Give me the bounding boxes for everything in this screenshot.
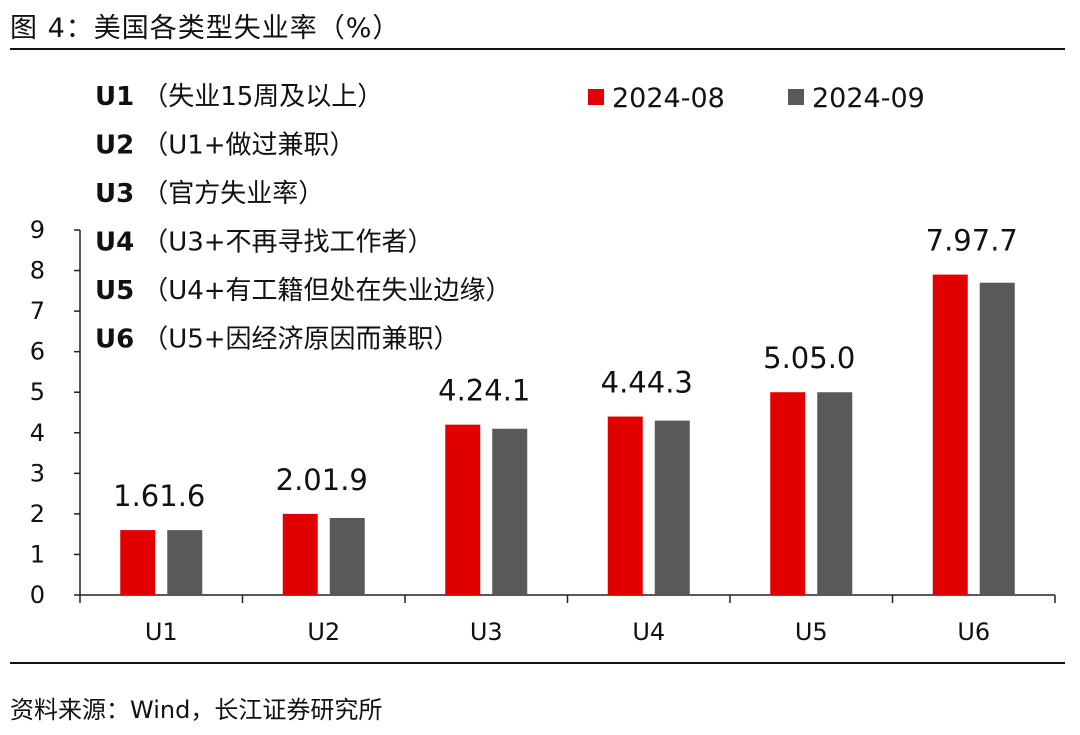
data-label: 7.7 [972,224,1018,258]
bar-u5-2024-08 [770,392,806,595]
data-label: 5.0 [763,341,809,375]
bar-u5-2024-09 [817,392,853,595]
y-tick-label: 8 [30,257,45,285]
data-label: 5.0 [809,341,855,375]
annotation-u1: U1 （失业15周及以上） [95,82,383,112]
bar-u6-2024-08 [932,274,968,595]
y-tick-label: 1 [30,540,45,568]
bar-u4-2024-08 [607,416,643,595]
data-label: 4.3 [647,366,693,400]
bottom-rule [10,662,1065,664]
annotation-code: U6 [95,325,134,355]
annotation-code: U3 [95,179,134,209]
bar-u2-2024-08 [282,513,318,595]
annotation-desc: （U5+因经济原因而兼职） [142,325,459,355]
data-label: 1.6 [159,479,205,513]
data-label: 7.9 [926,224,972,258]
data-label: 1.9 [322,463,368,497]
x-tick-label: U3 [470,618,503,646]
annotation-desc: （U3+不再寻找工作者） [142,228,433,258]
annotation-code: U4 [95,228,134,258]
bar-u3-2024-09 [492,428,528,595]
annotation-desc: （U4+有工籍但处在失业边缘） [142,276,511,306]
annotation-code: U5 [95,276,134,306]
annotation-u3: U3 （官方失业率） [95,179,324,209]
annotation-desc: （官方失业率） [142,179,324,209]
legend-swatch-2024-08 [588,89,604,105]
y-tick-label: 6 [30,338,45,366]
top-rule [10,48,1065,50]
y-tick-label: 5 [30,378,45,406]
bar-u2-2024-09 [329,517,365,595]
data-label: 2.0 [276,463,322,497]
y-tick-label: 0 [30,581,45,609]
annotation-u2: U2 （U1+做过兼职） [95,131,356,161]
source-note: 资料来源：Wind，长江证券研究所 [10,696,383,724]
annotation-desc: （失业15周及以上） [142,82,383,112]
bar-u4-2024-09 [654,420,690,595]
bar-u1-2024-09 [167,530,203,595]
x-tick-label: U2 [307,618,340,646]
annotation-desc: （U1+做过兼职） [142,131,355,161]
annotation-u4: U4 （U3+不再寻找工作者） [95,228,434,258]
legend-label: 2024-08 [612,83,725,114]
bar-u6-2024-09 [979,282,1015,595]
bar-u1-2024-08 [120,530,156,595]
legend-label: 2024-09 [812,83,925,114]
data-label: 4.2 [438,374,484,408]
y-tick-label: 3 [30,459,45,487]
annotation-code: U2 [95,131,134,161]
x-tick-label: U1 [145,618,178,646]
y-tick-label: 7 [30,297,45,325]
bar-u3-2024-08 [445,424,481,595]
y-tick-label: 2 [30,500,45,528]
legend-swatch-2024-09 [788,89,804,105]
annotation-u5: U5 （U4+有工籍但处在失业边缘） [95,276,512,306]
annotation-u6: U6 （U5+因经济原因而兼职） [95,325,460,355]
annotation-code: U1 [95,82,134,112]
figure-title: 图 4：美国各类型失业率（%） [10,13,401,44]
data-label: 4.4 [601,366,647,400]
x-tick-label: U5 [795,618,828,646]
x-tick-label: U4 [632,618,665,646]
x-tick-label: U6 [957,618,990,646]
y-tick-label: 4 [30,419,45,447]
y-tick-label: 9 [30,216,45,244]
data-label: 4.1 [484,374,530,408]
data-label: 1.6 [113,479,159,513]
